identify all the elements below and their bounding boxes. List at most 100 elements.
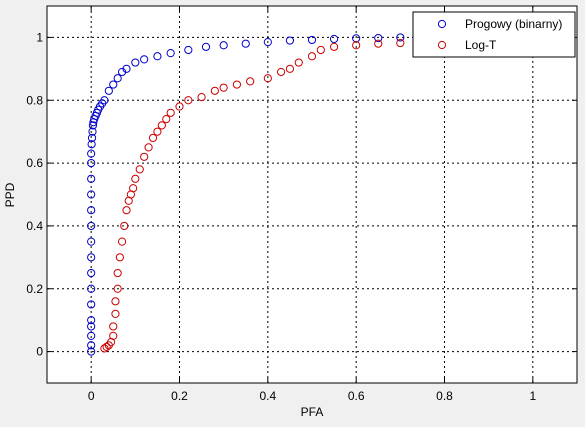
data-point [87, 174, 96, 183]
data-point [115, 253, 124, 262]
y-axis-label: PPD [3, 182, 17, 207]
y-tick-label: 0.8 [26, 93, 43, 107]
data-point [113, 268, 122, 278]
plot-frame [46, 5, 578, 384]
data-point [232, 80, 242, 89]
data-point [374, 33, 383, 43]
data-point [113, 284, 122, 293]
x-tick-label: 0.6 [348, 389, 365, 403]
data-point [263, 38, 272, 47]
data-point [316, 45, 325, 55]
y-tick-label: 0.4 [26, 219, 43, 233]
data-point [276, 67, 286, 77]
data-point [87, 237, 96, 246]
series-1 [87, 33, 405, 356]
x-tick-label: 0.4 [259, 389, 276, 403]
x-tick-label: 0.8 [436, 389, 453, 403]
data-point [285, 64, 295, 73]
data-point [263, 74, 272, 83]
data-point [140, 152, 149, 161]
y-tick-label: 1 [36, 30, 43, 44]
data-point [153, 127, 162, 136]
data-point [111, 309, 120, 318]
data-point [120, 221, 129, 231]
data-points [87, 33, 537, 356]
data-point [166, 108, 175, 117]
data-point [109, 331, 118, 340]
data-point [87, 149, 96, 158]
y-tick-label: 0 [36, 345, 43, 359]
data-point [285, 36, 295, 45]
data-point [197, 93, 206, 102]
plot-area [47, 6, 577, 383]
data-point [129, 184, 138, 193]
data-point [246, 77, 255, 86]
y-tick-label: 0.6 [26, 156, 43, 170]
axis-ticks: 0 0.2 0.4 0.6 0.8 1 0 0.2 0.4 0.6 0.8 1 [26, 6, 577, 403]
data-point [111, 297, 120, 306]
data-point [329, 42, 339, 51]
data-point [307, 35, 317, 45]
data-point [87, 284, 96, 293]
data-point [131, 174, 140, 183]
legend-box [412, 11, 576, 58]
legend-marker [437, 19, 447, 29]
data-point [87, 331, 96, 340]
legend: Progowy (binarny) Log-T [412, 11, 576, 58]
data-point [162, 115, 171, 124]
data-point [109, 322, 118, 331]
x-tick-label: 0 [88, 389, 95, 403]
data-point [166, 49, 175, 58]
data-point [122, 206, 131, 215]
legend-label: Progowy (binarny) [465, 17, 562, 31]
data-point [153, 52, 162, 61]
data-point [374, 39, 383, 48]
data-point [144, 143, 153, 152]
data-point [352, 41, 361, 50]
data-point [87, 206, 96, 215]
data-point [87, 140, 96, 149]
data-point [87, 300, 96, 309]
x-tick-label: 0.2 [171, 389, 188, 403]
data-point [184, 96, 193, 105]
data-point [307, 52, 317, 61]
data-point [88, 127, 97, 136]
data-point [219, 41, 228, 50]
data-point [219, 83, 228, 92]
data-point [88, 121, 98, 130]
data-point [396, 33, 405, 42]
data-point [87, 190, 96, 199]
data-point [210, 86, 219, 95]
data-point [396, 38, 405, 48]
data-point [135, 165, 144, 174]
data-point [184, 45, 193, 55]
data-point [241, 39, 250, 48]
y-tick-label: 0.2 [26, 282, 43, 296]
legend-marker [437, 40, 447, 50]
data-point [87, 316, 96, 325]
x-tick-label: 1 [529, 389, 536, 403]
data-point [109, 80, 118, 89]
x-axis-label: PFA [301, 405, 324, 419]
data-point [87, 158, 96, 168]
data-point [87, 133, 97, 143]
data-point [113, 74, 122, 83]
data-point [87, 253, 96, 262]
data-point [102, 342, 111, 351]
data-point [104, 86, 113, 95]
data-point [122, 64, 131, 73]
data-point [140, 55, 149, 64]
data-point [100, 96, 109, 105]
data-point [87, 221, 96, 231]
data-point [131, 58, 140, 67]
data-point [294, 58, 303, 67]
data-point [201, 42, 211, 51]
data-point [329, 34, 339, 44]
data-point [157, 121, 166, 130]
data-point [87, 268, 96, 278]
data-point [148, 133, 158, 143]
data-point [117, 237, 127, 246]
legend-label: Log-T [465, 38, 497, 52]
